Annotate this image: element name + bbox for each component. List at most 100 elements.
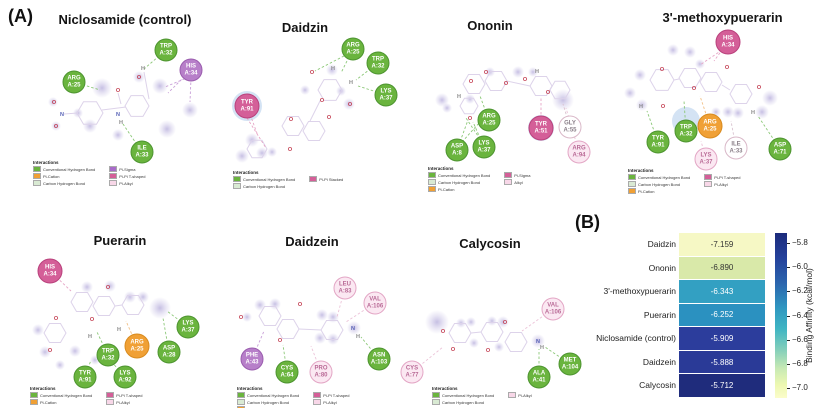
heatmap-cell: -5.909 bbox=[679, 327, 765, 350]
svg-text:H: H bbox=[639, 104, 643, 110]
residue-lys-a37: LYS A:37 bbox=[472, 135, 496, 159]
legend-entry-label: Pi-Alkyl bbox=[714, 181, 728, 187]
legend-column: Pi-Pi T-shaped Pi-Alkyl bbox=[313, 392, 349, 408]
legend-entry-label: Alkyl bbox=[514, 179, 523, 185]
colorbar bbox=[775, 233, 787, 398]
residue-trp-a32: TRP A:32 bbox=[674, 119, 698, 143]
residue-phe-a43: PHE A:43 bbox=[240, 347, 264, 371]
legend-color-chip bbox=[428, 179, 436, 185]
interaction-legend-puerarin: Interactions Conventional Hydrogen Bond Pi… bbox=[30, 386, 142, 406]
svg-text:O: O bbox=[348, 102, 353, 108]
legend-entry-label: Pi-Alkyl bbox=[323, 399, 337, 405]
svg-text:O: O bbox=[54, 124, 59, 130]
diagram-title-niclosamide: Niclosamide (control) bbox=[58, 12, 192, 27]
legend-entry: Pi-Sigma bbox=[504, 172, 531, 178]
heatmap-row-label: Daidzein bbox=[642, 356, 676, 367]
legend-entry-label: Carbon Hydrogen Bond bbox=[243, 183, 286, 189]
colorbar-tick-label: −6.2 bbox=[792, 286, 808, 296]
legend-entry: Pi-Cation bbox=[30, 399, 92, 405]
legend-header: Interactions bbox=[30, 386, 56, 391]
legend-entry: Pi-Pi Stacked bbox=[309, 176, 343, 182]
legend-color-chip bbox=[233, 176, 241, 182]
legend-header: Interactions bbox=[237, 386, 263, 391]
residue-tyr-a91: TYR A:91 bbox=[646, 130, 670, 154]
colorbar-tick bbox=[787, 364, 790, 366]
residue-asp-a28: ASP A:28 bbox=[157, 340, 181, 364]
legend-color-chip bbox=[33, 180, 41, 186]
legend-entry-label: Pi-Cation bbox=[638, 188, 655, 194]
legend-columns: Conventional Hydrogen Bond Carbon Hydroge… bbox=[233, 176, 343, 190]
legend-column: Conventional Hydrogen Bond Carbon Hydroge… bbox=[628, 174, 690, 195]
residue-asn-a103: ASN A:103 bbox=[367, 347, 391, 371]
legend-entry-label: Pi-Alkyl bbox=[518, 392, 532, 398]
svg-text:H: H bbox=[117, 327, 121, 333]
residue-lys-a37: LYS A:37 bbox=[374, 83, 398, 107]
svg-text:O: O bbox=[725, 65, 730, 71]
residue-his-a34: HIS A:34 bbox=[179, 58, 203, 82]
interaction-legend-ononin: Interactions Conventional Hydrogen Bond Ca… bbox=[428, 166, 531, 193]
svg-text:O: O bbox=[660, 67, 665, 73]
interaction-legend-daidzin: Interactions Conventional Hydrogen Bond Ca… bbox=[233, 170, 343, 190]
legend-color-chip bbox=[237, 399, 245, 405]
legend-entry: Carbon Hydrogen Bond bbox=[628, 181, 690, 187]
residue-lys-a37: LYS A:37 bbox=[176, 315, 200, 339]
svg-text:H: H bbox=[349, 80, 353, 86]
legend-entry-label: Carbon Hydrogen Bond bbox=[438, 179, 481, 185]
colorbar-tick-label: −7.0 bbox=[792, 383, 808, 393]
svg-text:O: O bbox=[504, 81, 509, 87]
legend-entry-label: Pi-Sigma bbox=[514, 172, 531, 178]
legend-entry-label: Pi-Sulfur bbox=[247, 407, 262, 408]
legend-color-chip bbox=[313, 399, 322, 405]
residue-lys-a92: LYS A:92 bbox=[113, 365, 137, 389]
legend-entry-label: Carbon Hydrogen Bond bbox=[247, 399, 290, 405]
svg-text:H: H bbox=[457, 94, 461, 100]
svg-text:O: O bbox=[239, 315, 244, 321]
legend-color-chip bbox=[33, 166, 41, 172]
colorbar-tick bbox=[787, 388, 790, 390]
legend-entry-label: Conventional Hydrogen Bond bbox=[243, 176, 296, 182]
legend-color-chip bbox=[432, 399, 440, 405]
colorbar-tick bbox=[787, 266, 790, 268]
svg-text:O: O bbox=[523, 77, 528, 83]
legend-entry: Conventional Hydrogen Bond bbox=[428, 172, 490, 178]
residue-tyr-a91: TYR A:91 bbox=[73, 365, 97, 389]
legend-columns: Conventional Hydrogen Bond Pi-Cation Pi-Pi… bbox=[30, 392, 142, 406]
legend-entry: Carbon Hydrogen Bond bbox=[428, 179, 490, 185]
legend-color-chip bbox=[237, 392, 245, 398]
heatmap-cell: -6.343 bbox=[679, 280, 765, 303]
legend-entry-label: Pi-Pi T-shaped bbox=[119, 173, 146, 179]
legend-color-chip bbox=[30, 399, 38, 405]
svg-text:O: O bbox=[469, 79, 474, 85]
residue-ile-a33: ILE A:33 bbox=[724, 136, 748, 160]
svg-text:O: O bbox=[298, 302, 303, 308]
legend-entry-label: Carbon Hydrogen Bond bbox=[43, 180, 86, 186]
interaction-legend-methoxypuerarin: Interactions Conventional Hydrogen Bond Ca… bbox=[628, 168, 740, 195]
svg-text:O: O bbox=[486, 348, 491, 354]
legend-entry-label: Pi-Pi T-shaped bbox=[714, 174, 741, 180]
residue-trp-a32: TRP A:32 bbox=[366, 51, 390, 75]
residue-trp-a32: TRP A:32 bbox=[96, 343, 120, 367]
residue-his-a34: HIS A:34 bbox=[715, 29, 741, 55]
svg-text:O: O bbox=[692, 86, 697, 92]
legend-entry-label: Conventional Hydrogen Bond bbox=[247, 392, 300, 398]
legend-columns: Conventional Hydrogen Bond Carbon Hydroge… bbox=[237, 392, 349, 408]
legend-column: Pi-Sigma Pi-Pi T-shaped Pi-Alkyl bbox=[109, 166, 145, 187]
legend-entry: Conventional Hydrogen Bond bbox=[237, 392, 299, 398]
residue-met-a104: MET A:104 bbox=[558, 352, 582, 376]
legend-column: Pi-Pi T-shaped Pi-Alkyl bbox=[704, 174, 740, 195]
residue-arg-a25: ARG A:25 bbox=[697, 113, 723, 139]
legend-color-chip bbox=[504, 179, 513, 185]
residue-lys-a37: LYS A:37 bbox=[694, 147, 718, 171]
legend-entry: Pi-Cation bbox=[428, 186, 490, 192]
heatmap-row-label: Niclosamide (control) bbox=[596, 333, 676, 344]
legend-entry: Conventional Hydrogen Bond bbox=[432, 392, 494, 398]
interaction-legend-daidzein: Interactions Conventional Hydrogen Bond Ca… bbox=[237, 386, 349, 408]
svg-text:O: O bbox=[468, 116, 473, 122]
heatmap-cell: -7.159 bbox=[679, 233, 765, 256]
residue-cys-a64: CYS A:64 bbox=[275, 360, 299, 384]
residue-arg-a25: ARG A:25 bbox=[124, 333, 150, 359]
legend-column: Pi-Pi Stacked bbox=[309, 176, 343, 190]
legend-entry-label: Pi-Sigma bbox=[119, 166, 136, 172]
diagram-title-daidzein: Daidzein bbox=[285, 234, 339, 249]
